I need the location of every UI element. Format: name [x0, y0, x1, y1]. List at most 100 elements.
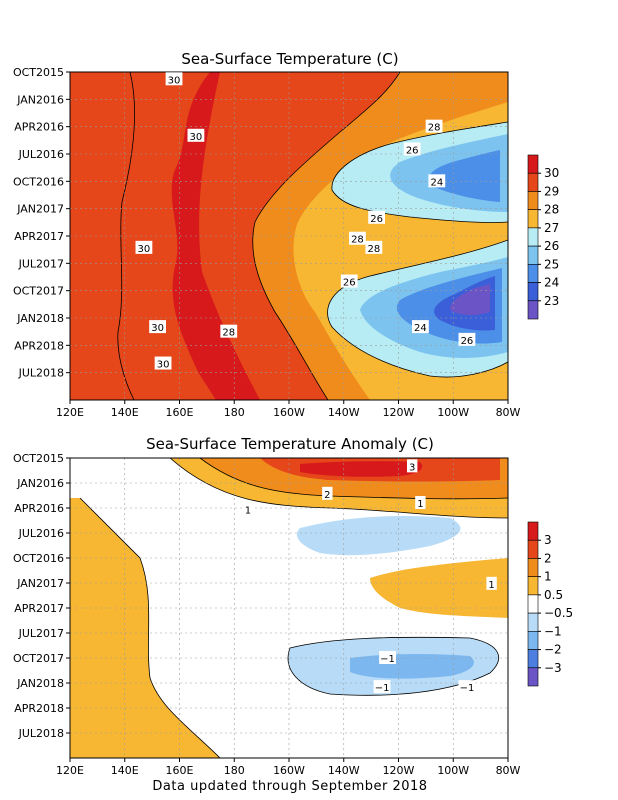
- anom-contour-label-text: 2: [324, 490, 330, 501]
- anom-contour-label: −1: [458, 680, 476, 694]
- sst-panel: Sea-Surface Temperature (C) 120E 140E 160E…: [13, 50, 559, 419]
- anom-x-tick-label: 100W: [437, 764, 469, 777]
- anom-contour-label: 3: [406, 459, 418, 473]
- anom-y-tick-label: APR2017: [14, 602, 64, 615]
- anom-contour-label-bg: [379, 651, 396, 664]
- sst-colorbar-swatch: [527, 264, 539, 283]
- anom-contour-label-bg: [406, 459, 418, 473]
- anom-x-tick-label: 160W: [273, 764, 305, 777]
- sst-contour-label-text: 28: [428, 123, 441, 134]
- sst-colorbar-label: 29: [544, 184, 559, 198]
- sst-contour-label: 26: [458, 332, 476, 347]
- sst-colorbar-label: 24: [544, 276, 559, 290]
- anom-field-0.5-1-west: [70, 498, 220, 758]
- anom-contour-label-text: −1: [380, 654, 395, 665]
- anom-contour-label-text: −1: [460, 683, 475, 694]
- anom-y-tick-label: OCT2015: [13, 452, 64, 465]
- sst-contour-label: 28: [425, 119, 443, 134]
- anom-contour-label: −1: [379, 651, 396, 665]
- anom-colorbar-swatch: [527, 612, 539, 632]
- sst-x-tick-label: 160W: [273, 406, 305, 419]
- sst-contour-30: [117, 72, 135, 400]
- anom-y-tick-label: APR2016: [14, 502, 64, 515]
- anom-colorbar-swatch: [527, 649, 539, 669]
- sst-contour-label-bg: [368, 210, 385, 224]
- anom-x-tick-label: 120W: [383, 764, 415, 777]
- sst-contour-label: 30: [165, 72, 183, 86]
- sst-contour-26: [331, 121, 508, 223]
- sst-contour-label-text: 26: [343, 278, 356, 289]
- anom-y-tick-label: OCT2016: [13, 552, 64, 565]
- anom-contour-label: 1: [486, 576, 497, 591]
- sst-colorbar-label: 27: [544, 221, 559, 235]
- sst-colorbar-swatch: [527, 209, 539, 229]
- sst-contour-26-b: [327, 239, 508, 378]
- anom-contour-label-text: 1: [417, 499, 423, 510]
- anom-colorbar-swatch: [527, 667, 539, 687]
- sst-contour-label-bg: [412, 320, 429, 334]
- sst-contour-label-bg: [403, 142, 421, 156]
- anom-colorbar-label: −1: [544, 624, 562, 638]
- sst-field-below-23: [449, 284, 490, 316]
- anom-contour-label-bg: [242, 502, 254, 516]
- sst-anomaly-contour-labels: 3 2 1 1 1 −1 −1 −1: [242, 459, 497, 694]
- sst-y-tick-label: JAN2016: [16, 93, 64, 106]
- anom-contour-label-text: −1: [375, 683, 390, 694]
- sst-contour-label-bg: [349, 231, 366, 245]
- sst-contour-label: 28: [220, 324, 238, 339]
- anom-contour-label: 2: [322, 486, 333, 501]
- sst-anomaly-axis-ticks: 120E 140E 160E 180 160W 140W 120W 100W 80W OCT201…: [13, 452, 521, 777]
- anom-y-tick-label: JUL2018: [18, 727, 64, 740]
- anom-contour-label: 1: [415, 496, 426, 510]
- anom-x-tick-label: 140E: [111, 764, 139, 777]
- sst-y-tick-label: JAN2018: [16, 312, 64, 325]
- sst-colorbar-label: 26: [544, 239, 559, 253]
- sst-colorbar-label: 28: [544, 203, 559, 217]
- sst-contour-label-bg: [428, 174, 446, 188]
- anom-y-tick-label: OCT2017: [13, 652, 64, 665]
- sst-x-tick-label: 100W: [437, 406, 469, 419]
- sst-contour-label: 26: [368, 210, 385, 225]
- anom-colorbar-swatch: [527, 558, 539, 577]
- anom-colorbar-swatch: [527, 539, 539, 559]
- sst-colorbar-label: 25: [544, 257, 559, 271]
- sst-contour-label-bg: [135, 240, 153, 254]
- anom-colorbar-swatch: [527, 521, 539, 541]
- anom-colorbar-swatch: [527, 631, 539, 650]
- anom-field-neg-1-a: [296, 516, 461, 556]
- anom-colorbar-swatch: [527, 594, 539, 614]
- sst-colorbar-swatch: [527, 191, 539, 210]
- sst-contour-label-text: 30: [138, 244, 151, 255]
- sst-contour-label: 28: [365, 240, 383, 255]
- anom-x-tick-label: 120E: [56, 764, 84, 777]
- sst-colorbar-label: 30: [544, 166, 559, 180]
- sst-x-tick-label: 80W: [496, 406, 521, 419]
- sst-x-tick-label: 140W: [328, 406, 360, 419]
- anom-colorbar-label: 2: [544, 551, 552, 565]
- sst-y-tick-label: JUL2017: [18, 257, 64, 270]
- sst-y-tick-label: OCT2017: [13, 285, 64, 298]
- sst-contour-label-bg: [425, 119, 443, 133]
- anom-contour-0: [79, 497, 221, 758]
- anom-contour-label-text: 3: [409, 462, 415, 473]
- anom-contour-label-bg: [322, 486, 333, 500]
- anom-field-0.5-1-east: [370, 558, 508, 618]
- sst-contour-label-text: 24: [414, 323, 427, 334]
- anom-contour-label: −1: [373, 680, 391, 694]
- anom-contour-label-bg: [486, 576, 497, 590]
- sst-colorbar-swatch: [527, 172, 539, 192]
- anom-y-tick-label: JAN2018: [16, 677, 64, 690]
- sst-y-tick-label: OCT2015: [13, 66, 64, 79]
- sst-contour-label-bg: [340, 274, 358, 288]
- anom-y-tick-label: JUL2017: [18, 627, 64, 640]
- sst-contour-label-text: 24: [430, 177, 443, 188]
- sst-colorbar-swatch: [527, 300, 539, 320]
- sst-contour-label-bg: [187, 128, 205, 142]
- sst-colorbar-swatch: [527, 227, 539, 247]
- sst-axis-ticks: 120E 140E 160E 180 160W 140W 120W 100W 80W OCT201…: [13, 66, 521, 419]
- sst-contour-label-text: 30: [168, 75, 181, 86]
- sst-y-tick-label: JUL2018: [18, 367, 64, 380]
- sst-y-tick-label: JUL2016: [18, 148, 64, 161]
- sst-x-tick-label: 140E: [111, 406, 139, 419]
